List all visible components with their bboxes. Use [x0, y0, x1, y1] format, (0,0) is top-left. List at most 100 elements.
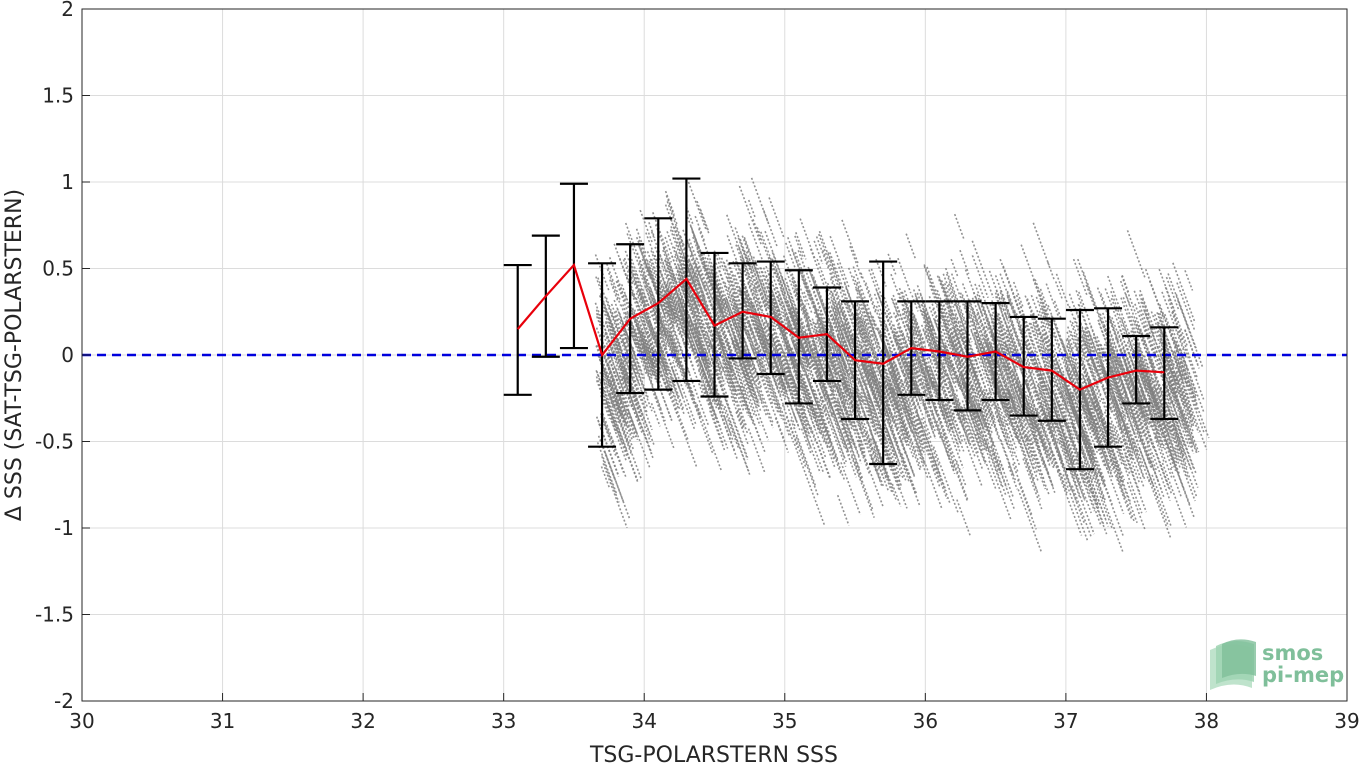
- scatter-point: [787, 374, 805, 418]
- scatter-point: [1167, 435, 1182, 469]
- scatter-point: [1118, 345, 1143, 406]
- scatter-point: [1123, 428, 1135, 456]
- scatter-point: [875, 305, 887, 333]
- scatter-point: [912, 289, 922, 308]
- scatter-point: [1097, 448, 1106, 467]
- scatter-point: [678, 270, 686, 288]
- scatter-point: [1175, 341, 1198, 398]
- scatter-point: [851, 347, 877, 413]
- scatter-point: [1154, 346, 1165, 371]
- scatter-point: [1027, 402, 1047, 451]
- scatter-point: [953, 356, 974, 408]
- scatter-point: [1121, 318, 1147, 385]
- scatter-point: [1007, 391, 1016, 410]
- scatter-point: [772, 361, 786, 395]
- scatter-point: [875, 258, 887, 287]
- scatter-point: [871, 348, 897, 413]
- scatter-point: [1119, 280, 1131, 308]
- scatter-point: [752, 289, 763, 314]
- scatter-point: [718, 270, 728, 290]
- scatter-point: [988, 370, 1005, 410]
- scatter-point: [1118, 375, 1143, 436]
- scatter-point: [898, 334, 914, 374]
- scatter-point: [802, 309, 812, 330]
- scatter-point: [860, 395, 877, 436]
- scatter-point: [1147, 381, 1167, 430]
- scatter-point: [1165, 357, 1175, 377]
- scatter-point: [849, 413, 867, 456]
- scatter-point: [779, 333, 801, 388]
- scatter-point: [832, 334, 858, 399]
- scatter-point: [1000, 374, 1018, 418]
- scatter-point: [897, 409, 911, 441]
- scatter-point: [986, 355, 1003, 394]
- scatter-point: [1154, 418, 1164, 438]
- scatter-point: [1108, 363, 1118, 385]
- scatter-point: [673, 308, 685, 336]
- scatter-point: [1032, 412, 1051, 460]
- y-tick-label: 1.5: [42, 84, 74, 108]
- scatter-point: [961, 400, 987, 465]
- scatter-point: [951, 332, 975, 394]
- scatter-point: [1180, 412, 1188, 429]
- scatter-point: [631, 308, 656, 369]
- scatter-point: [853, 369, 876, 424]
- x-axis-ticks: 30 31 32 33 34 35 36 37 38 39: [69, 693, 1360, 733]
- scatter-point: [728, 286, 748, 337]
- scatter-point: [690, 276, 708, 319]
- scatter-point: [620, 304, 637, 346]
- scatter-point: [938, 278, 954, 316]
- scatter-point: [743, 236, 760, 277]
- scatter-point: [803, 398, 827, 458]
- scatter-point: [1024, 295, 1044, 344]
- scatter-point: [964, 347, 989, 409]
- scatter-point: [817, 368, 831, 402]
- scatter-point: [1158, 268, 1176, 312]
- scatter-point: [742, 318, 762, 366]
- scatter-point: [1115, 385, 1131, 425]
- scatter-point: [636, 252, 661, 313]
- scatter-point: [639, 289, 652, 319]
- scatter-point: [1052, 398, 1065, 428]
- scatter-point: [1119, 359, 1144, 421]
- scatter-point: [1169, 448, 1181, 475]
- scatter-point: [854, 461, 874, 511]
- scatter-point: [1126, 422, 1140, 454]
- scatter-point: [938, 342, 955, 384]
- scatter-point: [643, 311, 668, 375]
- scatter-point: [600, 416, 617, 456]
- scatter-point: [1031, 430, 1056, 493]
- scatter-point: [1098, 354, 1119, 407]
- scatter-point: [833, 290, 844, 316]
- scatter-point: [1065, 396, 1077, 425]
- scatter-point: [829, 326, 849, 376]
- scatter-point: [868, 409, 880, 437]
- scatter-point: [907, 325, 933, 390]
- scatter-point: [1128, 353, 1140, 380]
- scatter-point: [639, 330, 659, 377]
- scatter-point: [947, 337, 956, 356]
- scatter-point: [648, 297, 664, 337]
- scatter-point: [845, 319, 854, 338]
- scatter-point: [601, 388, 623, 443]
- scatter-point: [836, 494, 850, 526]
- scatter-point: [1073, 366, 1099, 430]
- scatter-point: [798, 331, 815, 370]
- scatter-point: [710, 388, 736, 451]
- scatter-point: [636, 342, 654, 386]
- scatter-point: [631, 327, 644, 356]
- scatter-point: [1136, 357, 1148, 385]
- scatter-point: [950, 364, 961, 389]
- scatter-point: [1146, 445, 1158, 472]
- y-tick-label: 0: [61, 343, 74, 367]
- scatter-point: [663, 293, 676, 322]
- scatter-point: [874, 415, 902, 485]
- scatter-point: [702, 336, 728, 402]
- scatter-point: [950, 273, 968, 314]
- scatter-point: [612, 285, 622, 306]
- scatter-point: [663, 295, 676, 326]
- scatter-point: [728, 362, 750, 417]
- scatter-point: [672, 349, 695, 404]
- scatter-point: [721, 356, 738, 397]
- scatter-point: [724, 282, 742, 325]
